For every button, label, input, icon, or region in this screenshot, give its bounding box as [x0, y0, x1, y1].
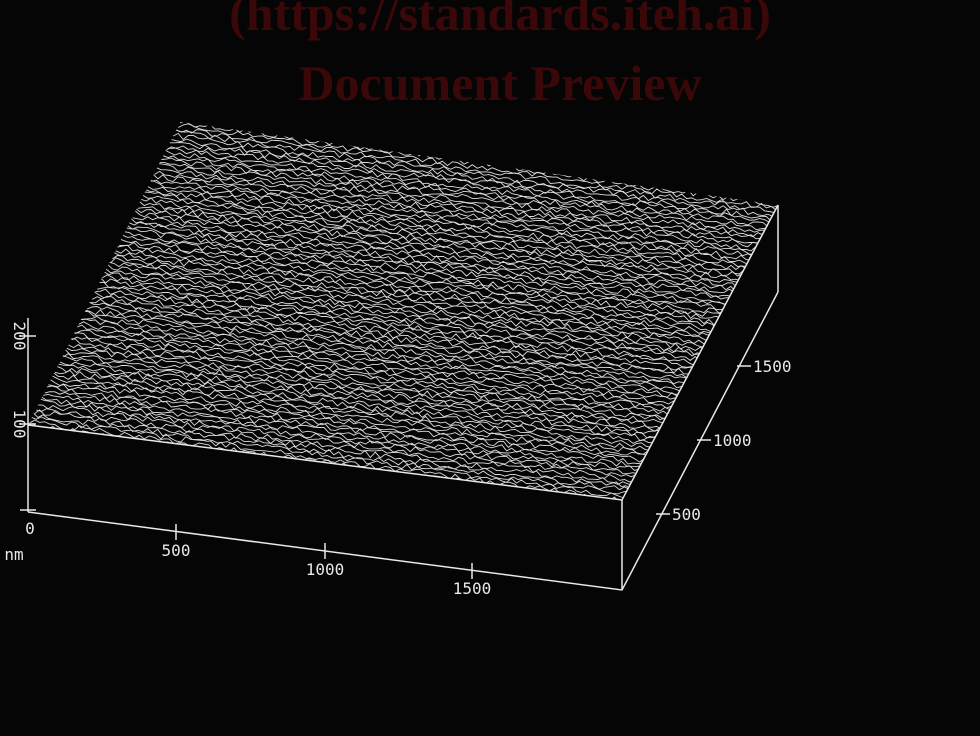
y-tick-label: 1000: [713, 431, 752, 450]
x-tick-label: 500: [162, 541, 191, 560]
x-tick-label: 1000: [306, 560, 345, 579]
z-tick-label: 100: [10, 410, 29, 439]
x-tick-label: 0: [25, 519, 35, 538]
z-tick-label: 200: [10, 322, 29, 351]
y-tick-label: 1500: [753, 357, 792, 376]
watermark-url: (https://standards.iteh.ai): [229, 0, 771, 41]
page: (https://standards.iteh.ai) Document Pre…: [0, 0, 980, 736]
afm-figure: (https://standards.iteh.ai) Document Pre…: [0, 0, 980, 736]
x-axis-unit: nm: [4, 545, 23, 564]
x-tick-label: 1500: [453, 579, 492, 598]
watermark-title: Document Preview: [298, 55, 701, 111]
y-tick-label: 500: [672, 505, 701, 524]
